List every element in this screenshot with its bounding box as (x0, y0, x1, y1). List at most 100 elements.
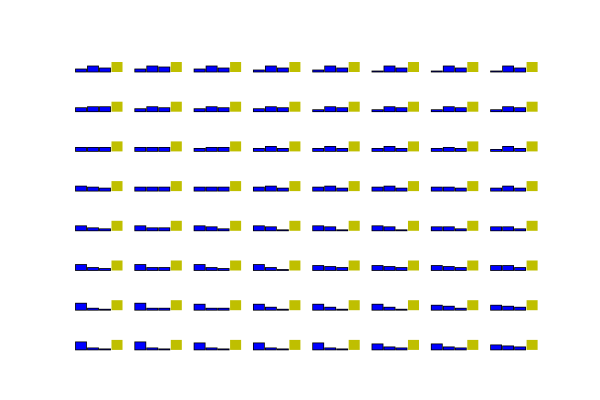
bar (205, 267, 218, 271)
bar (158, 348, 171, 351)
bar (336, 267, 349, 271)
bar (490, 304, 503, 311)
bar (276, 229, 289, 232)
bar (430, 265, 443, 271)
bar (395, 107, 408, 113)
bar (371, 109, 384, 113)
bar (276, 348, 289, 351)
bar (526, 220, 538, 231)
bar (383, 306, 396, 311)
bar (158, 307, 171, 311)
bar (99, 67, 111, 73)
bar (526, 260, 538, 271)
bar (170, 62, 182, 72)
bar (490, 148, 503, 152)
bar (467, 181, 479, 192)
bar (371, 343, 384, 351)
bar (454, 187, 467, 192)
bar (312, 109, 325, 113)
bar (467, 260, 479, 271)
bar (170, 300, 182, 311)
bar (230, 260, 242, 271)
bar (230, 62, 242, 72)
bar (252, 264, 265, 271)
bar (264, 306, 277, 311)
bar (383, 185, 396, 192)
bar (217, 307, 230, 311)
bar (312, 186, 325, 192)
bar (289, 339, 301, 350)
bar (514, 67, 527, 73)
bar (264, 226, 277, 232)
bar (454, 228, 467, 232)
bar (467, 220, 479, 231)
bar (371, 225, 384, 232)
bar (324, 266, 337, 271)
bar (217, 268, 230, 271)
bar (99, 348, 111, 351)
bar (395, 147, 408, 152)
bar (348, 181, 360, 192)
bar (407, 62, 420, 72)
bar (230, 339, 242, 350)
bar (430, 343, 443, 351)
bar (111, 220, 123, 231)
bar (383, 65, 396, 73)
bar (134, 225, 147, 232)
bar (526, 300, 538, 311)
bar (111, 141, 123, 152)
bar (490, 226, 503, 232)
bar (111, 181, 123, 192)
bar (442, 65, 455, 73)
bar (217, 348, 230, 351)
bar (87, 227, 99, 232)
bar (205, 186, 218, 192)
bar (490, 265, 503, 271)
bar (146, 307, 159, 311)
bar (193, 68, 206, 73)
bar (264, 185, 277, 192)
bar (526, 101, 538, 112)
bar (407, 220, 420, 231)
bar (502, 106, 515, 113)
bar (442, 305, 455, 311)
bar (146, 146, 159, 152)
bar (264, 347, 277, 351)
bar (264, 106, 277, 113)
bar (336, 229, 349, 232)
bar (158, 146, 171, 152)
bar (75, 341, 87, 351)
bar (442, 266, 455, 271)
bar (170, 141, 182, 152)
bar (134, 302, 147, 311)
bar (146, 347, 159, 351)
bar (395, 67, 408, 73)
bar (430, 147, 443, 152)
bar (526, 181, 538, 192)
bar (502, 185, 515, 192)
bar (312, 265, 325, 271)
bar (99, 268, 111, 271)
bar (502, 345, 515, 351)
bar (289, 300, 301, 311)
bar (383, 145, 396, 152)
bar (371, 303, 384, 311)
bar (111, 260, 123, 271)
bar (193, 147, 206, 152)
bar (193, 303, 206, 311)
bar (312, 342, 325, 351)
bar (514, 147, 527, 152)
bar (336, 187, 349, 192)
bar (193, 342, 206, 351)
bar (502, 226, 515, 232)
bar (217, 107, 230, 113)
bar (442, 106, 455, 113)
bar (111, 62, 123, 72)
bar (289, 220, 301, 231)
bar (276, 308, 289, 311)
bar (371, 70, 384, 73)
bar (454, 147, 467, 152)
bar (371, 265, 384, 271)
bar (276, 187, 289, 192)
